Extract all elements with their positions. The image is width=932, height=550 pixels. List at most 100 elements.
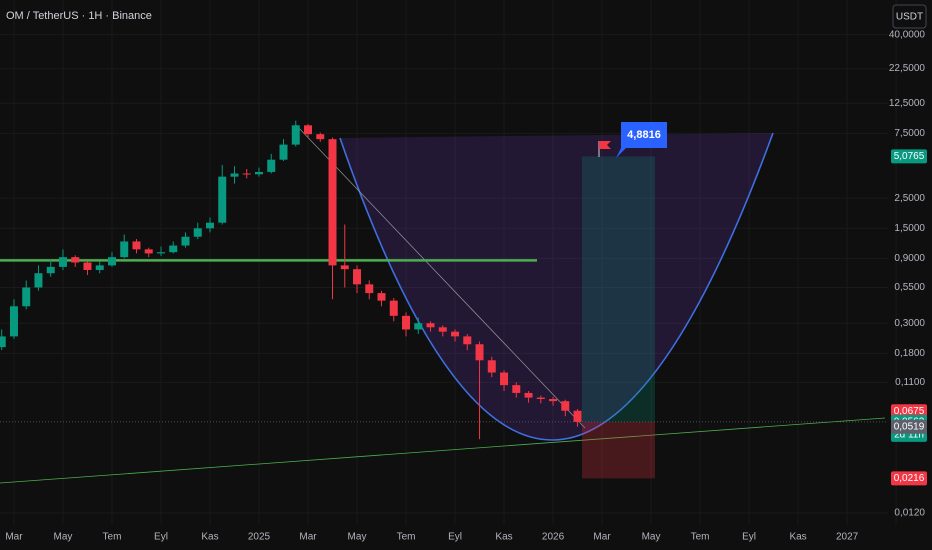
- candle-body: [304, 125, 313, 135]
- y-tick-label: 0,0120: [894, 508, 925, 519]
- stop-zone: [582, 421, 655, 479]
- candle-body: [267, 159, 276, 172]
- candle-body: [120, 241, 129, 258]
- candle-body: [487, 360, 496, 373]
- flag: [599, 141, 611, 149]
- candle-body: [512, 385, 521, 393]
- candle-body: [353, 269, 362, 285]
- candle-body: [340, 265, 349, 270]
- x-tick-label: May: [54, 532, 73, 543]
- candle-body: [22, 287, 31, 307]
- candle-body: [279, 144, 288, 160]
- diagonal-line: [295, 124, 586, 429]
- candle-body: [438, 327, 447, 332]
- price-label: 0,0216: [894, 473, 925, 484]
- candle-body: [156, 252, 165, 254]
- y-tick-label: 7,5000: [894, 128, 925, 139]
- x-tick-label: Mar: [299, 532, 317, 543]
- candle-body: [144, 249, 153, 254]
- candle-body: [95, 265, 104, 270]
- candle-body: [181, 236, 190, 246]
- y-tick-label: 0,5500: [894, 282, 925, 293]
- cup-fill: [340, 133, 773, 441]
- y-tick-label: 40,0000: [889, 29, 926, 40]
- price-label: 0,0675: [894, 406, 925, 417]
- candle-body: [500, 372, 509, 386]
- target-zone: [582, 156, 655, 422]
- x-tick-label: Mar: [887, 532, 905, 543]
- x-tick-label: Kas: [789, 532, 806, 543]
- candle-body: [218, 176, 227, 223]
- y-tick-label: 22,5000: [889, 63, 926, 74]
- y-tick-label: 0,9000: [894, 253, 925, 264]
- trend-line: [0, 417, 886, 484]
- candle-body: [46, 266, 55, 274]
- candle-body: [451, 331, 460, 337]
- y-tick-label: 12,5000: [889, 98, 926, 109]
- y-tick-label: 0,1800: [894, 348, 925, 359]
- candle-body: [549, 399, 558, 402]
- candle-body: [193, 228, 202, 237]
- candle-body: [463, 336, 472, 345]
- candle-body: [9, 306, 18, 337]
- x-tick-label: Mar: [593, 532, 611, 543]
- candle-body: [230, 173, 239, 177]
- candle-body: [316, 134, 325, 140]
- candle-body: [107, 257, 116, 266]
- x-tick-label: Kas: [201, 532, 218, 543]
- price-label-box: [891, 419, 927, 434]
- candle-body: [0, 336, 6, 348]
- candle-body: [83, 262, 92, 270]
- currency-button[interactable]: [892, 4, 927, 29]
- x-tick-label: Eyl: [448, 532, 462, 543]
- chart-title: OM / TetherUS · 1H · Binance: [6, 10, 152, 22]
- candle-body: [255, 171, 263, 175]
- candle-body: [389, 300, 398, 316]
- price-label: 5,0765: [894, 151, 925, 162]
- callout-box: [616, 122, 667, 158]
- candle-body: [573, 410, 582, 422]
- candle-body: [169, 245, 178, 253]
- candle-body: [242, 173, 251, 175]
- candle-body: [58, 257, 67, 267]
- chart-layer: 40,0000 22,5000 12,5000 7,5000 2,5000 1,5000 0…: [0, 29, 927, 543]
- x-tick-label: May: [348, 532, 367, 543]
- price-label: 0,0519: [894, 421, 925, 432]
- y-tick-label: 2,5000: [894, 193, 925, 204]
- x-tick-label: Tem: [103, 532, 122, 543]
- cup-curve: [339, 132, 774, 441]
- currency-button-label[interactable]: USDT: [896, 12, 923, 23]
- candle-body: [291, 125, 300, 145]
- price-label-box: [891, 149, 927, 164]
- candle-body: [377, 293, 386, 301]
- candle-body: [132, 241, 141, 250]
- x-tick-label: 2025: [248, 532, 271, 543]
- x-tick-label: Eyl: [742, 532, 756, 543]
- candle-body: [426, 323, 435, 328]
- x-tick-label: Kas: [495, 532, 512, 543]
- candle-body: [205, 222, 214, 229]
- price-label-box: [891, 404, 927, 419]
- y-tick-label: 0,1100: [895, 377, 925, 388]
- candle-body: [34, 273, 43, 288]
- x-tick-label: 2026: [542, 532, 565, 543]
- candle-body: [402, 315, 411, 330]
- y-tick-label: 0,3000: [894, 318, 925, 329]
- y-tick-label: 1,5000: [894, 223, 925, 234]
- callout-label: 4,8816: [627, 129, 661, 141]
- candle-body: [365, 284, 374, 294]
- candle-body: [328, 139, 337, 266]
- x-tick-label: 2027: [836, 532, 859, 543]
- x-tick-label: May: [642, 532, 661, 543]
- x-tick-label: Tem: [691, 532, 710, 543]
- countdown: 2d 11h: [894, 430, 924, 441]
- x-tick-label: Mar: [5, 532, 23, 543]
- candle-body: [561, 401, 570, 411]
- x-tick-label: Eyl: [154, 532, 168, 543]
- candle-body: [536, 397, 545, 400]
- x-tick-label: Tem: [397, 532, 416, 543]
- candle-body: [524, 392, 533, 398]
